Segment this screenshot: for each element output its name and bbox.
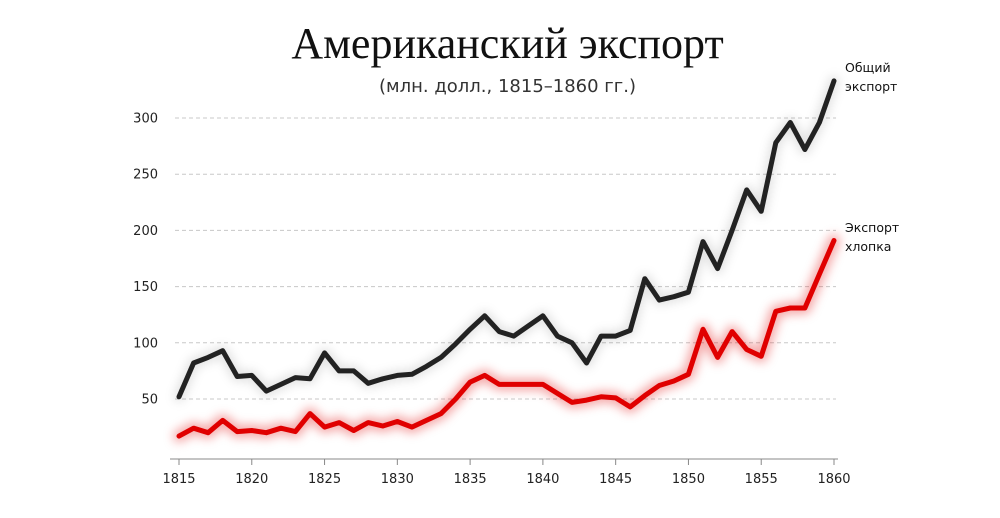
x-tick-label: 1850 xyxy=(672,472,705,487)
series-shadow xyxy=(174,75,839,402)
y-tick-label: 200 xyxy=(133,224,158,239)
x-tick-label: 1835 xyxy=(454,472,487,487)
x-tick-label: 1820 xyxy=(235,472,268,487)
series-label: Экспорт xyxy=(845,220,899,235)
series-label: Общий xyxy=(845,60,891,75)
y-tick-label: 150 xyxy=(133,280,158,295)
series-line-1 xyxy=(176,238,837,439)
y-tick-label: 100 xyxy=(133,336,158,351)
x-tick-label: 1855 xyxy=(745,472,778,487)
x-tick-label: 1840 xyxy=(526,472,559,487)
series-label: экспорт xyxy=(845,79,897,94)
x-tick-label: 1825 xyxy=(308,472,341,487)
x-tick-label: 1845 xyxy=(599,472,632,487)
chart-subtitle: (млн. долл., 1815–1860 гг.) xyxy=(379,76,636,97)
y-tick-label: 50 xyxy=(141,393,158,408)
series-label: хлопка xyxy=(845,239,891,254)
series-line-0 xyxy=(176,78,837,400)
x-tick-label: 1815 xyxy=(162,472,195,487)
chart-title: Американский экспорт xyxy=(291,19,724,68)
x-tick-label: 1860 xyxy=(817,472,850,487)
y-tick-label: 250 xyxy=(133,168,158,183)
y-tick-label: 300 xyxy=(133,112,158,127)
x-tick-label: 1830 xyxy=(381,472,414,487)
